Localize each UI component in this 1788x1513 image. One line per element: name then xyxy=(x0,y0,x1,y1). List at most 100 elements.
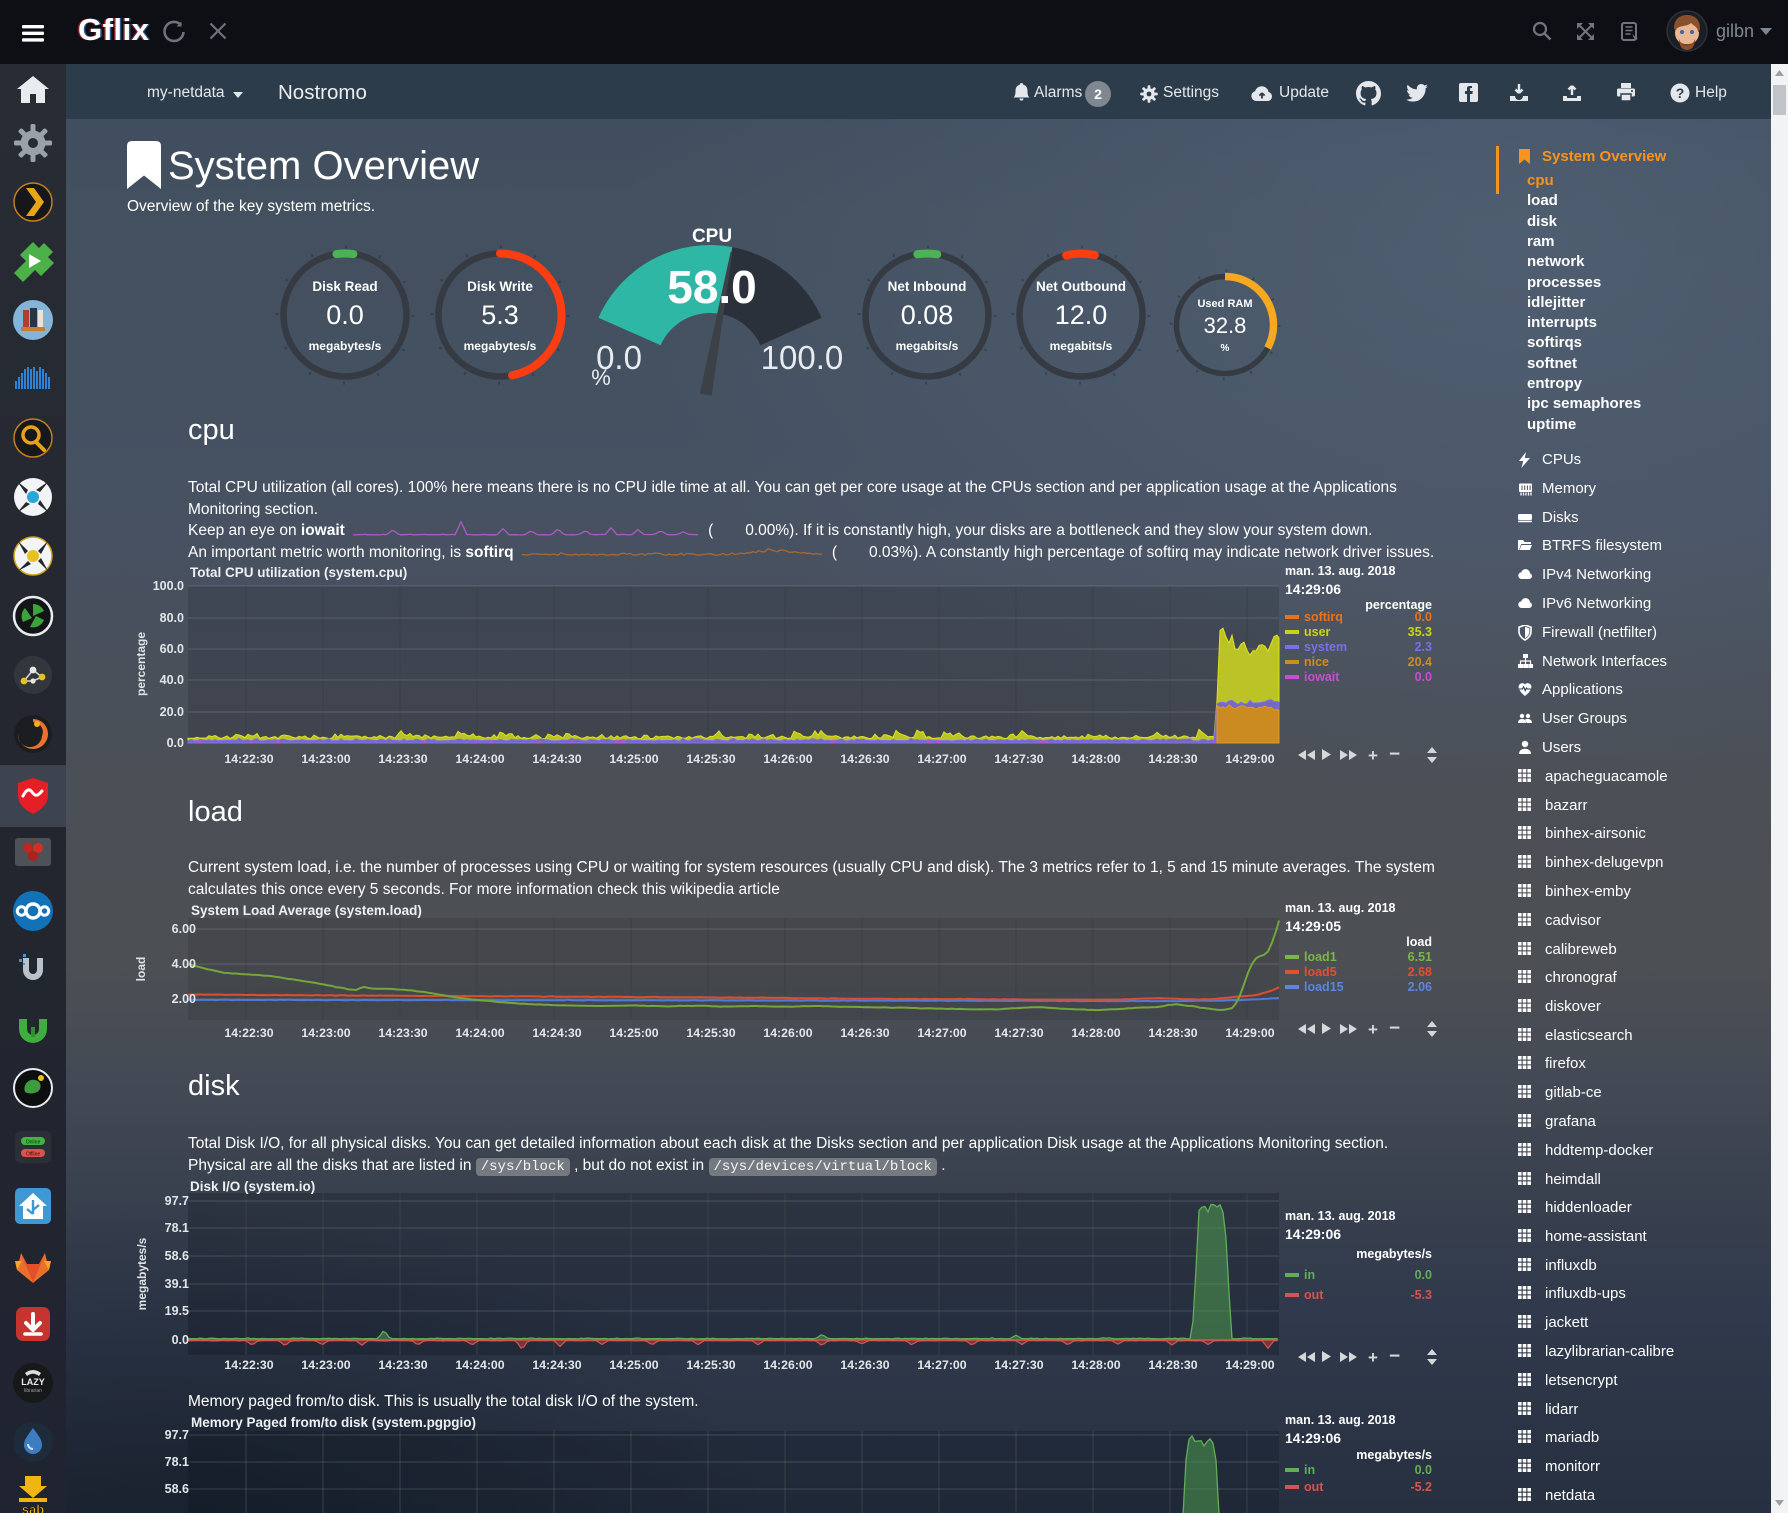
svg-text:14:22:30: 14:22:30 xyxy=(224,752,273,766)
svg-text:%: % xyxy=(591,365,611,390)
svg-text:user: user xyxy=(1304,625,1331,639)
svg-text:2.00: 2.00 xyxy=(172,992,196,1006)
svg-text:megabytes/s: megabytes/s xyxy=(1356,1448,1432,1462)
svg-text:14:23:30: 14:23:30 xyxy=(378,1026,427,1040)
svg-text:14:27:30: 14:27:30 xyxy=(994,1358,1043,1372)
svg-text:32.8: 32.8 xyxy=(1204,313,1247,338)
svg-text:man. 13. aug. 2018: man. 13. aug. 2018 xyxy=(1285,901,1396,915)
svg-text:100.0: 100.0 xyxy=(761,339,842,376)
svg-text:Offline: Offline xyxy=(26,1151,41,1157)
svg-text:out: out xyxy=(1304,1288,1324,1302)
svg-text:LAZY: LAZY xyxy=(21,1377,45,1387)
svg-text:Total CPU utilization (system.: Total CPU utilization (system.cpu) xyxy=(190,565,407,580)
svg-text:14:23:30: 14:23:30 xyxy=(378,752,427,766)
svg-text:man. 13. aug. 2018: man. 13. aug. 2018 xyxy=(1285,1209,1396,1223)
svg-text:14:24:30: 14:24:30 xyxy=(532,1358,581,1372)
svg-text:system: system xyxy=(1304,640,1347,654)
svg-text:2.68: 2.68 xyxy=(1408,965,1432,979)
svg-text:Net Outbound: Net Outbound xyxy=(1036,279,1126,294)
svg-text:%: % xyxy=(1221,343,1230,354)
svg-text:14:23:00: 14:23:00 xyxy=(301,1026,350,1040)
svg-text:Used RAM: Used RAM xyxy=(1197,298,1252,310)
svg-text:Disk Write: Disk Write xyxy=(467,279,533,294)
svg-text:man. 13. aug. 2018: man. 13. aug. 2018 xyxy=(1285,564,1396,578)
svg-text:14:28:30: 14:28:30 xyxy=(1148,1358,1197,1372)
svg-text:58.6: 58.6 xyxy=(165,1249,189,1263)
svg-text:out: out xyxy=(1304,1480,1324,1494)
svg-text:megabits/s: megabits/s xyxy=(1050,339,1113,353)
svg-text:2.06: 2.06 xyxy=(1408,980,1432,994)
svg-text:60.0: 60.0 xyxy=(160,642,184,656)
svg-text:load: load xyxy=(134,957,148,982)
svg-text:?: ? xyxy=(1676,85,1685,101)
svg-text:14:29:00: 14:29:00 xyxy=(1225,1358,1274,1372)
svg-text:35.3: 35.3 xyxy=(1408,625,1432,639)
svg-text:14:29:06: 14:29:06 xyxy=(1285,1226,1341,1242)
svg-text:load5: load5 xyxy=(1304,965,1337,979)
svg-text:14:27:00: 14:27:00 xyxy=(917,1358,966,1372)
svg-text:0.0: 0.0 xyxy=(1415,1463,1432,1477)
svg-text:58.6: 58.6 xyxy=(165,1482,189,1496)
svg-text:0.0: 0.0 xyxy=(1415,670,1432,684)
svg-text:5.3: 5.3 xyxy=(481,300,519,330)
svg-text:14:26:30: 14:26:30 xyxy=(840,1358,889,1372)
svg-text:80.0: 80.0 xyxy=(160,611,184,625)
svg-text:14:24:00: 14:24:00 xyxy=(455,1026,504,1040)
svg-text:softirq: softirq xyxy=(1304,610,1343,624)
svg-text:78.1: 78.1 xyxy=(165,1455,189,1469)
svg-text:Memory Paged from/to disk (sys: Memory Paged from/to disk (system.pgpgio… xyxy=(191,1415,476,1430)
svg-text:load15: load15 xyxy=(1304,980,1344,994)
svg-text:14:24:30: 14:24:30 xyxy=(532,1026,581,1040)
svg-text:percentage: percentage xyxy=(134,632,148,696)
svg-text:nice: nice xyxy=(1304,655,1329,669)
svg-text:14:24:00: 14:24:00 xyxy=(455,1358,504,1372)
svg-text:100.0: 100.0 xyxy=(153,579,184,593)
svg-text:14:28:00: 14:28:00 xyxy=(1071,752,1120,766)
svg-text:Disk Read: Disk Read xyxy=(312,279,377,294)
svg-text:14:26:30: 14:26:30 xyxy=(840,752,889,766)
svg-text:load: load xyxy=(1406,935,1432,949)
svg-text:0.0: 0.0 xyxy=(167,736,184,750)
svg-text:0.08: 0.08 xyxy=(901,300,954,330)
svg-text:97.7: 97.7 xyxy=(165,1194,189,1208)
svg-text:14:23:00: 14:23:00 xyxy=(301,752,350,766)
svg-text:14:29:00: 14:29:00 xyxy=(1225,1026,1274,1040)
svg-text:man. 13. aug. 2018: man. 13. aug. 2018 xyxy=(1285,1413,1396,1427)
svg-text:+: + xyxy=(1368,1020,1378,1039)
svg-text:14:27:30: 14:27:30 xyxy=(994,1026,1043,1040)
svg-text:14:28:00: 14:28:00 xyxy=(1071,1358,1120,1372)
svg-text:percentage: percentage xyxy=(1365,598,1432,612)
svg-text:in: in xyxy=(1304,1268,1315,1282)
svg-text:14:22:30: 14:22:30 xyxy=(224,1358,273,1372)
svg-text:14:25:00: 14:25:00 xyxy=(609,752,658,766)
svg-text:+: + xyxy=(1368,746,1378,765)
svg-text:+: + xyxy=(1368,1348,1378,1367)
svg-text:0.0: 0.0 xyxy=(326,300,364,330)
svg-text:Net Inbound: Net Inbound xyxy=(888,279,967,294)
svg-text:14:25:30: 14:25:30 xyxy=(686,752,735,766)
svg-text:14:23:30: 14:23:30 xyxy=(378,1358,427,1372)
svg-text:14:26:00: 14:26:00 xyxy=(763,752,812,766)
svg-text:0.0: 0.0 xyxy=(172,1333,189,1347)
svg-text:load1: load1 xyxy=(1304,950,1337,964)
svg-text:in: in xyxy=(1304,1463,1315,1477)
svg-text:78.1: 78.1 xyxy=(165,1221,189,1235)
svg-text:14:22:30: 14:22:30 xyxy=(224,1026,273,1040)
svg-text:14:25:00: 14:25:00 xyxy=(609,1358,658,1372)
svg-text:20.4: 20.4 xyxy=(1408,655,1432,669)
svg-text:14:29:06: 14:29:06 xyxy=(1285,1430,1341,1446)
svg-text:14:25:30: 14:25:30 xyxy=(686,1026,735,1040)
svg-text:14:29:00: 14:29:00 xyxy=(1225,752,1274,766)
svg-text:6.00: 6.00 xyxy=(172,922,196,936)
svg-text:librarian: librarian xyxy=(24,1388,42,1394)
svg-text:megabytes/s: megabytes/s xyxy=(464,339,537,353)
svg-text:14:25:00: 14:25:00 xyxy=(609,1026,658,1040)
svg-text:40.0: 40.0 xyxy=(160,673,184,687)
svg-text:14:25:30: 14:25:30 xyxy=(686,1358,735,1372)
svg-text:58.0: 58.0 xyxy=(667,261,757,313)
svg-text:14:29:05: 14:29:05 xyxy=(1285,918,1341,934)
svg-text:14:26:00: 14:26:00 xyxy=(763,1026,812,1040)
svg-text:4.00: 4.00 xyxy=(172,957,196,971)
svg-text:12.0: 12.0 xyxy=(1055,300,1108,330)
svg-text:−: − xyxy=(1389,744,1400,765)
